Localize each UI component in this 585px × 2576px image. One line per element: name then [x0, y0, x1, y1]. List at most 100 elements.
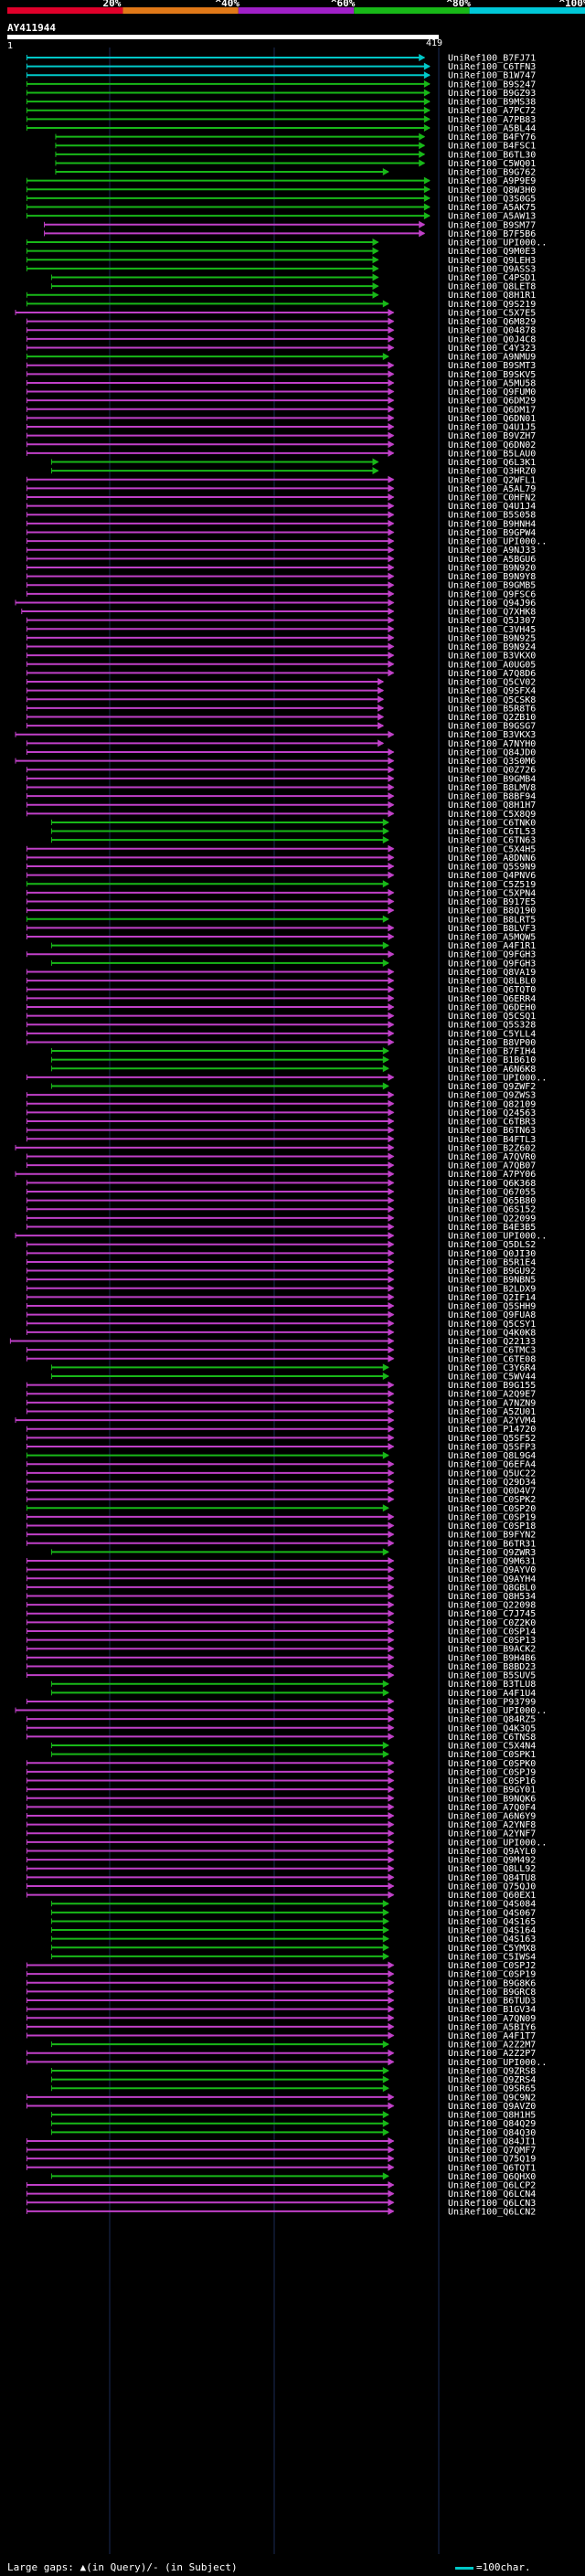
hit-row[interactable]: UniRef100_B917E5: [26, 897, 536, 907]
hit-row[interactable]: UniRef100_Q6ERR4: [26, 994, 536, 1004]
hit-row[interactable]: UniRef100_Q9AYV0: [26, 1565, 536, 1575]
hit-label[interactable]: UniRef100_Q8H1H7: [448, 800, 536, 811]
hit-label[interactable]: UniRef100_B8LMV8: [448, 783, 536, 793]
hit-row[interactable]: UniRef100_Q67055: [26, 1187, 536, 1197]
hit-label[interactable]: UniRef100_A7NYH0: [448, 739, 536, 749]
hit-label[interactable]: UniRef100_Q7XHK8: [448, 608, 536, 618]
hit-label[interactable]: UniRef100_B9VZH7: [448, 431, 536, 441]
hit-label[interactable]: UniRef100_B5S058: [448, 511, 536, 521]
hit-label[interactable]: UniRef100_C0SPJ9: [448, 1767, 536, 1777]
hit-row[interactable]: UniRef100_C6TL53: [50, 827, 536, 837]
hit-row[interactable]: UniRef100_Q9LEH3: [26, 256, 536, 266]
hit-label[interactable]: UniRef100_A5BL44: [448, 123, 536, 133]
hit-label[interactable]: UniRef100_B5SUV5: [448, 1671, 536, 1681]
hit-label[interactable]: UniRef100_UPI000..: [448, 537, 547, 547]
hit-row[interactable]: UniRef100_B9GMB5: [26, 581, 536, 591]
hit-row[interactable]: UniRef100_Q5CSY1: [26, 1320, 536, 1330]
hit-label[interactable]: UniRef100_Q9ZRS8: [448, 2066, 536, 2076]
hit-row[interactable]: UniRef100_C0SPJ2: [26, 1961, 536, 1971]
hit-row[interactable]: UniRef100_Q4S165: [50, 1917, 536, 1927]
hit-row[interactable]: UniRef100_B9H4B6: [26, 1653, 536, 1663]
hit-label[interactable]: UniRef100_B1GV34: [448, 2005, 536, 2015]
hit-row[interactable]: UniRef100_C5X7E5: [15, 308, 536, 318]
hit-label[interactable]: UniRef100_Q6DN02: [448, 440, 536, 451]
hit-row[interactable]: UniRef100_Q5CSK8: [26, 695, 536, 705]
hit-label[interactable]: UniRef100_Q4K3Q5: [448, 1723, 536, 1733]
hit-row[interactable]: UniRef100_B1GV34: [26, 2005, 536, 2015]
hit-label[interactable]: UniRef100_B9ACK2: [448, 1645, 536, 1655]
hit-row[interactable]: UniRef100_B9VZH7: [26, 431, 536, 441]
hit-row[interactable]: UniRef100_B6TN63: [26, 1126, 536, 1136]
hit-label[interactable]: UniRef100_Q84RZ5: [448, 1715, 536, 1725]
hit-label[interactable]: UniRef100_A2YNF7: [448, 1829, 536, 1839]
hit-label[interactable]: UniRef100_Q9LEH3: [448, 256, 536, 266]
hit-label[interactable]: UniRef100_Q9AYL0: [448, 1847, 536, 1857]
hit-row[interactable]: UniRef100_Q5S9N9: [26, 863, 536, 873]
hit-row[interactable]: UniRef100_B9G155: [26, 1381, 536, 1391]
hit-label[interactable]: UniRef100_Q84TU8: [448, 1873, 536, 1883]
hit-label[interactable]: UniRef100_B6TUD3: [448, 1997, 536, 2007]
hit-row[interactable]: UniRef100_Q9ZWR3: [50, 1548, 536, 1558]
hit-row[interactable]: UniRef100_Q9FUM0: [26, 387, 536, 398]
hit-label[interactable]: UniRef100_Q6DN01: [448, 414, 536, 424]
hit-label[interactable]: UniRef100_B9GY01: [448, 1786, 536, 1796]
hit-row[interactable]: UniRef100_C0SP20: [26, 1504, 536, 1514]
hit-label[interactable]: UniRef100_Q8H534: [448, 1592, 536, 1602]
hit-row[interactable]: UniRef100_C7J745: [26, 1609, 536, 1619]
hit-row[interactable]: UniRef100_Q9ZWF2: [50, 1082, 536, 1092]
hit-label[interactable]: UniRef100_UPI000..: [448, 2058, 547, 2068]
hit-row[interactable]: UniRef100_C5WQ01: [55, 159, 536, 169]
hit-row[interactable]: UniRef100_C5XPN4: [26, 888, 536, 898]
hit-row[interactable]: UniRef100_A5ZU01: [26, 1407, 536, 1417]
hit-row[interactable]: UniRef100_A9NMU9: [26, 353, 536, 363]
hit-label[interactable]: UniRef100_B9SMT3: [448, 361, 536, 371]
hit-label[interactable]: UniRef100_A5ZU01: [448, 1407, 536, 1417]
hit-label[interactable]: UniRef100_Q6LCN3: [448, 2199, 536, 2209]
hit-row[interactable]: UniRef100_B9GRC8: [26, 1988, 536, 1998]
hit-label[interactable]: UniRef100_A2Z2P7: [448, 2049, 536, 2059]
hit-label[interactable]: UniRef100_Q04878: [448, 326, 536, 336]
hit-row[interactable]: UniRef100_A4F1U4: [50, 1689, 536, 1699]
hit-row[interactable]: UniRef100_B9GZ93: [26, 89, 536, 99]
hit-row[interactable]: UniRef100_Q4S163: [50, 1935, 536, 1945]
hit-row[interactable]: UniRef100_Q4PNV6: [26, 871, 536, 881]
hit-row[interactable]: UniRef100_Q22133: [9, 1337, 536, 1347]
hit-label[interactable]: UniRef100_Q9FGH3: [448, 950, 536, 960]
hit-label[interactable]: UniRef100_C0SP18: [448, 1521, 536, 1532]
hit-row[interactable]: UniRef100_Q9M631: [26, 1557, 536, 1567]
hit-label[interactable]: UniRef100_C6TL53: [448, 827, 536, 837]
hit-row[interactable]: UniRef100_C0SP16: [26, 1776, 536, 1786]
hit-label[interactable]: UniRef100_A4F1R1: [448, 941, 536, 951]
hit-label[interactable]: UniRef100_B9N9Y8: [448, 572, 536, 582]
hit-row[interactable]: UniRef100_C6TNK0: [50, 818, 536, 828]
hit-row[interactable]: UniRef100_P14720: [26, 1425, 536, 1435]
hit-label[interactable]: UniRef100_Q5UC22: [448, 1468, 536, 1479]
hit-row[interactable]: UniRef100_B1B610: [50, 1055, 536, 1065]
hit-label[interactable]: UniRef100_Q94J96: [448, 599, 536, 609]
hit-row[interactable]: UniRef100_B8VP00: [26, 1038, 536, 1048]
hit-label[interactable]: UniRef100_Q5S328: [448, 1021, 536, 1031]
hit-label[interactable]: UniRef100_Q0Z726: [448, 766, 536, 776]
hit-row[interactable]: UniRef100_B7FJ71: [26, 54, 536, 64]
hit-row[interactable]: UniRef100_B9GSG7: [26, 722, 536, 732]
hit-label[interactable]: UniRef100_B4FTL3: [448, 1135, 536, 1145]
hit-row[interactable]: UniRef100_B9FYN2: [26, 1531, 536, 1541]
hit-label[interactable]: UniRef100_Q8LBL0: [448, 977, 536, 987]
hit-label[interactable]: UniRef100_A5AW13: [448, 212, 536, 222]
hit-label[interactable]: UniRef100_Q6EFA4: [448, 1460, 536, 1470]
hit-row[interactable]: UniRef100_Q2IF14: [26, 1293, 536, 1303]
hit-row[interactable]: UniRef100_B7FIH4: [50, 1047, 536, 1057]
hit-label[interactable]: UniRef100_Q3S0G5: [448, 194, 536, 204]
hit-label[interactable]: UniRef100_Q5CSK8: [448, 695, 536, 705]
hit-label[interactable]: UniRef100_B6TN63: [448, 1126, 536, 1136]
hit-row[interactable]: UniRef100_Q0D4V7: [26, 1487, 536, 1497]
hit-label[interactable]: UniRef100_A0UG05: [448, 660, 536, 670]
hit-row[interactable]: UniRef100_Q8VA19: [26, 968, 536, 978]
hit-label[interactable]: UniRef100_C5WQ01: [448, 159, 536, 169]
hit-row[interactable]: UniRef100_Q9SFX4: [26, 686, 536, 696]
hit-label[interactable]: UniRef100_Q5SHH9: [448, 1302, 536, 1312]
hit-label[interactable]: UniRef100_A5BGU6: [448, 555, 536, 565]
hit-label[interactable]: UniRef100_A5AK75: [448, 203, 536, 213]
hit-label[interactable]: UniRef100_A9P9E9: [448, 176, 536, 186]
hit-row[interactable]: UniRef100_B9SMT3: [26, 361, 536, 371]
